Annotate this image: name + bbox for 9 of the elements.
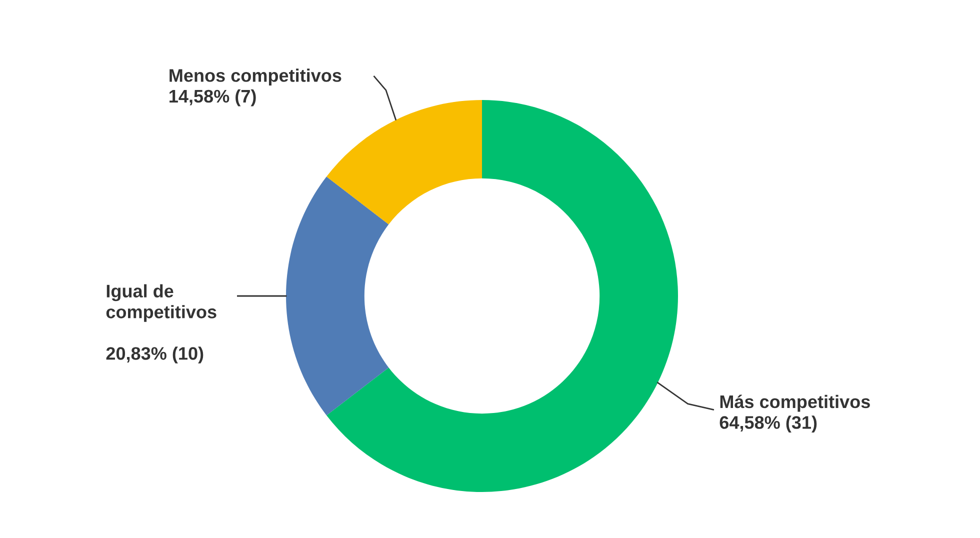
donut-slice [326,100,482,224]
donut-slice [286,176,389,416]
data-label: 64,58% (31) [720,416,817,432]
data-label: 20,83% (10) [106,346,204,364]
data-label: 14,58% (7) [170,89,256,106]
donut-slice [326,100,678,492]
slice-label: Igual de competitivos [106,284,216,322]
slice-label: Menos competitivos [170,68,342,86]
slice-label: Más competitivos [720,394,870,412]
